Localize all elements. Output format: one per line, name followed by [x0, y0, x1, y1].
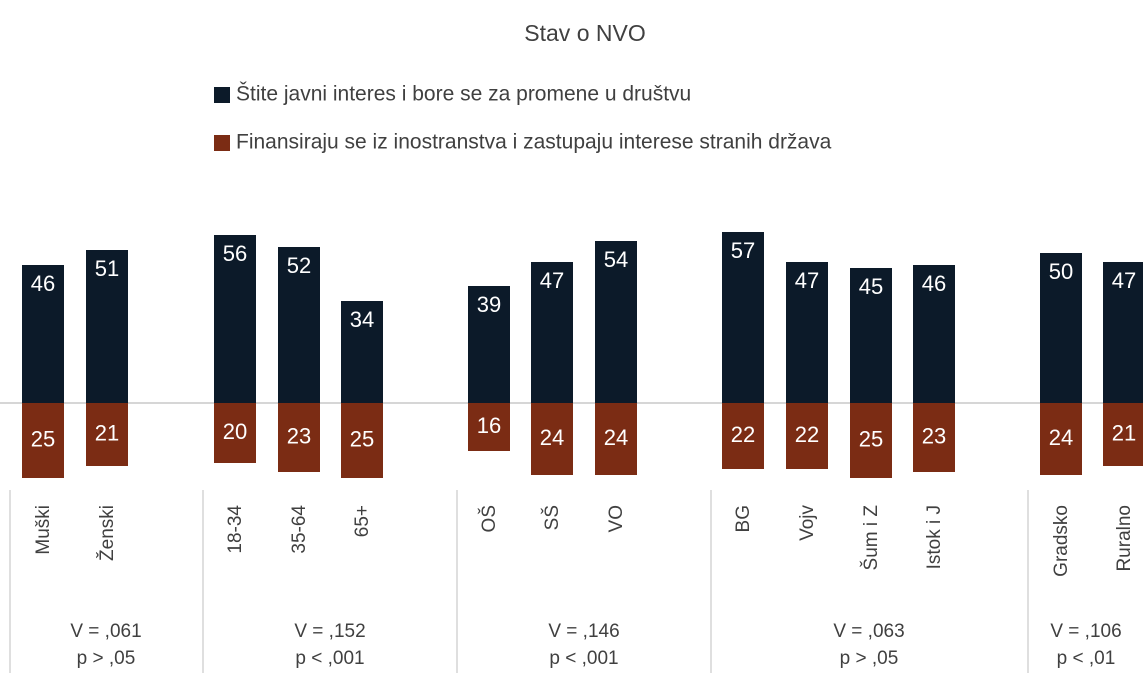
bar	[22, 265, 64, 403]
bar	[913, 403, 955, 472]
value-label: 21	[95, 420, 119, 445]
value-label: 22	[795, 422, 819, 447]
bar	[86, 250, 128, 403]
x-tick-label: Muški	[33, 505, 54, 555]
legend-swatch	[214, 135, 230, 151]
group-stat-v: V = ,063	[833, 621, 904, 642]
value-label: 47	[1112, 268, 1136, 293]
value-label: 25	[31, 426, 55, 451]
x-tick-label: Istok i J	[924, 505, 945, 569]
bar	[341, 301, 383, 403]
legend-label: Finansiraju se iz inostranstva i zastupa…	[236, 131, 832, 154]
group-stat-v: V = ,061	[70, 621, 141, 642]
value-label: 24	[604, 425, 628, 450]
bar	[595, 241, 637, 403]
value-label: 52	[287, 253, 311, 278]
x-tick-label: 18-34	[225, 505, 246, 554]
bar	[214, 235, 256, 403]
x-tick-label: Vojv	[797, 505, 818, 541]
bar	[531, 262, 573, 403]
group-stat-v: V = ,146	[548, 621, 619, 642]
x-tick-label: OŠ	[478, 505, 500, 532]
bar	[278, 247, 320, 403]
x-tick-label: Ženski	[96, 505, 118, 561]
x-tick-label: BG	[733, 505, 754, 532]
value-label: 56	[223, 241, 247, 266]
legend-label: Štite javni interes i bore se za promene…	[236, 83, 691, 106]
group-stat-p: p > ,05	[77, 648, 136, 669]
bar	[531, 403, 573, 475]
value-label: 54	[604, 247, 628, 272]
bar	[722, 403, 764, 469]
value-label: 22	[731, 422, 755, 447]
x-tick-label: Ruralno	[1114, 505, 1135, 572]
value-label: 51	[95, 256, 119, 281]
bar	[1103, 262, 1143, 403]
bar	[468, 403, 510, 451]
x-tick-label: 65+	[352, 505, 373, 537]
value-label: 39	[477, 292, 501, 317]
value-label: 46	[922, 271, 946, 296]
value-label: 16	[477, 413, 501, 438]
x-tick-label: VO	[606, 505, 627, 532]
value-label: 46	[31, 271, 55, 296]
bar	[22, 403, 64, 478]
group-stat-p: p > ,05	[840, 648, 899, 669]
group-stat-p: p < ,001	[295, 648, 364, 669]
group-stat-v: V = ,152	[294, 621, 365, 642]
group-stat-v: V = ,106	[1050, 621, 1121, 642]
x-tick-label: SŠ	[541, 505, 563, 530]
bar	[1040, 253, 1082, 403]
bar	[850, 403, 892, 478]
bar	[595, 403, 637, 475]
value-label: 25	[859, 426, 883, 451]
value-label: 34	[350, 307, 374, 332]
bar	[1040, 403, 1082, 475]
chart-title: Stav o NVO	[524, 20, 645, 46]
value-label: 24	[540, 425, 564, 450]
value-label: 23	[922, 423, 946, 448]
value-label: 47	[795, 268, 819, 293]
value-label: 24	[1049, 425, 1073, 450]
value-label: 21	[1112, 420, 1136, 445]
bar	[786, 403, 828, 469]
value-label: 45	[859, 274, 883, 299]
value-label: 47	[540, 268, 564, 293]
value-label: 50	[1049, 259, 1073, 284]
x-tick-label: Gradsko	[1051, 505, 1072, 577]
bar	[86, 403, 128, 466]
bar	[341, 403, 383, 478]
group-stat-p: p < ,01	[1057, 648, 1116, 669]
x-tick-label: 35-64	[289, 505, 310, 554]
bar	[850, 268, 892, 403]
value-label: 23	[287, 423, 311, 448]
group-stat-p: p < ,001	[549, 648, 618, 669]
bar	[1103, 403, 1143, 466]
bar	[722, 232, 764, 403]
bar	[278, 403, 320, 472]
bar	[786, 262, 828, 403]
legend-swatch	[214, 87, 230, 103]
value-label: 20	[223, 419, 247, 444]
value-label: 57	[731, 238, 755, 263]
bar	[214, 403, 256, 463]
bar	[468, 286, 510, 403]
x-tick-label: Šum i Z	[860, 505, 882, 571]
bar	[913, 265, 955, 403]
value-label: 25	[350, 426, 374, 451]
